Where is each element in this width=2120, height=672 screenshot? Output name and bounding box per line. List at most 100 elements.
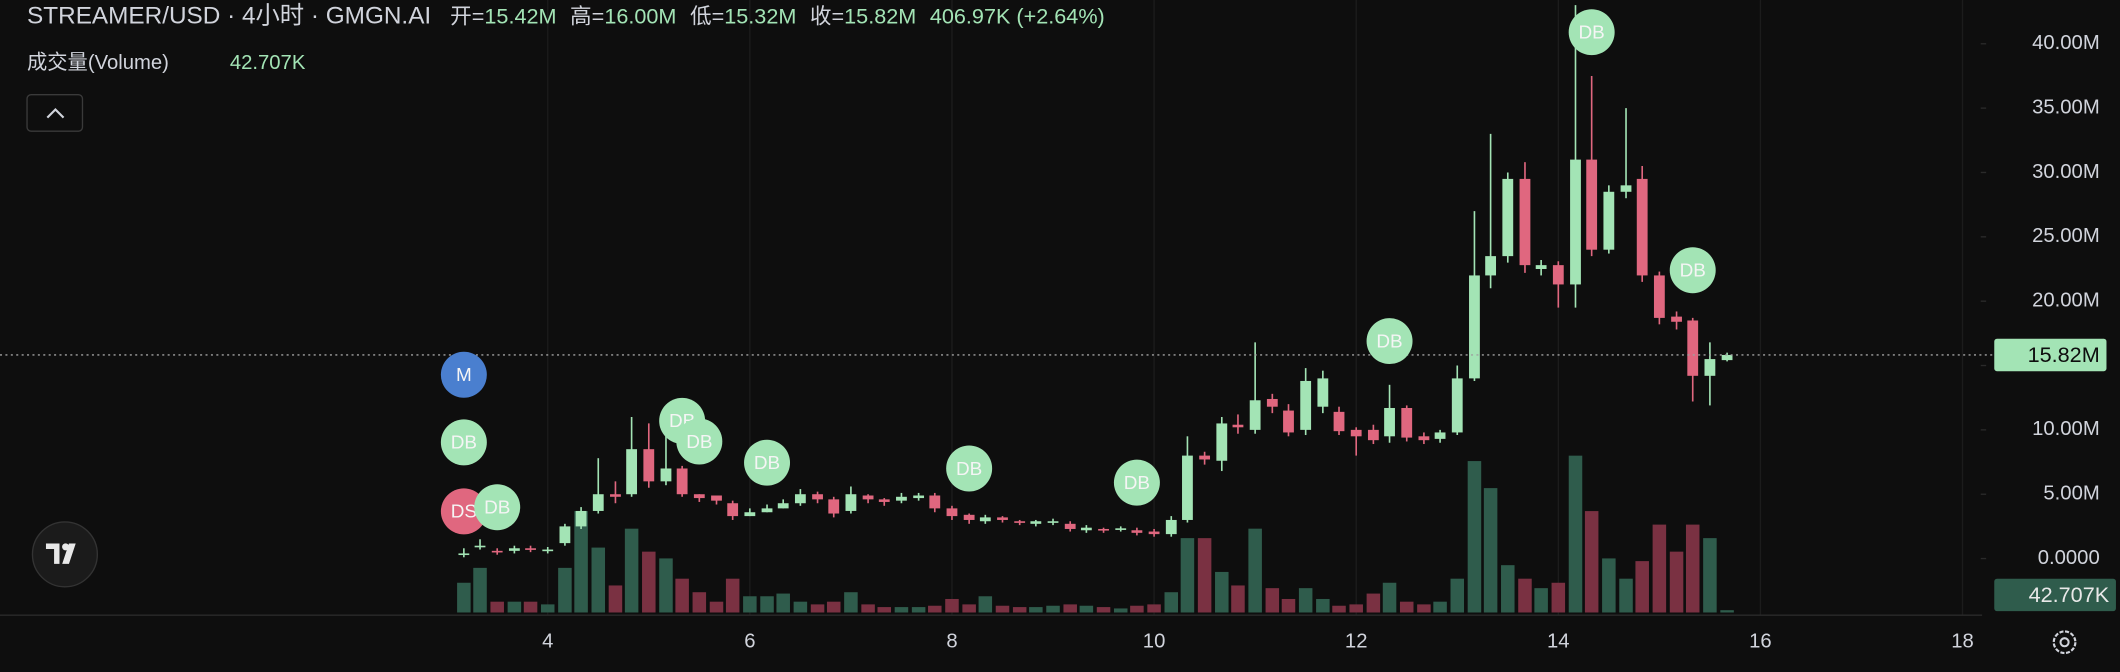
ohlc-label: 低= xyxy=(690,3,724,28)
marker-bubble xyxy=(1366,318,1413,365)
volume-bar xyxy=(1467,461,1482,613)
marker-label: DB xyxy=(754,453,780,474)
y-tick-label: 20.00M xyxy=(2032,290,2100,312)
volume-bar xyxy=(793,601,808,613)
chevron-icon[interactable] xyxy=(46,108,65,119)
candle-body xyxy=(508,548,520,551)
trade-marker[interactable]: DB xyxy=(1366,318,1413,365)
collapse-button-frame[interactable] xyxy=(26,93,84,132)
x-tick-label: 10 xyxy=(1143,631,1166,653)
volume-bar xyxy=(1215,571,1229,613)
trade-marker[interactable]: M xyxy=(440,351,487,398)
marker-bubble xyxy=(440,351,487,398)
volume-bar xyxy=(928,605,942,613)
marker-bubble xyxy=(1568,9,1615,56)
collapse-button[interactable] xyxy=(26,93,84,132)
trade-marker[interactable]: DB xyxy=(1669,247,1716,294)
trade-marker[interactable]: DS xyxy=(440,488,487,535)
volume-bar xyxy=(995,605,1010,613)
volume-bar xyxy=(1349,604,1363,613)
settings-button[interactable] xyxy=(2052,630,2077,655)
ohlc-value: 15.42M xyxy=(484,3,556,28)
candle-body xyxy=(458,553,470,556)
last-price-box xyxy=(1994,338,2107,372)
candle-body xyxy=(592,494,604,511)
trade-marker[interactable]: DB xyxy=(440,419,487,466)
tradingview-logo[interactable] xyxy=(31,521,99,588)
header: STREAMER/USD · 4小时 · GMGN.AI 开=15.42M 高=16… xyxy=(27,3,1105,30)
volume-bar xyxy=(1029,607,1043,613)
marker-label: DB xyxy=(1376,331,1402,352)
candle-body xyxy=(1704,359,1716,376)
candle-body xyxy=(711,495,722,501)
ohlc-label: 高= xyxy=(570,3,604,28)
volume-bar xyxy=(642,551,656,613)
candle-body xyxy=(1115,528,1127,530)
volume-bar xyxy=(1619,578,1633,613)
candle-body xyxy=(1232,424,1244,428)
ohlc-value: 16.00M xyxy=(604,3,676,28)
volume-bar xyxy=(1281,598,1296,613)
trade-marker[interactable]: DB xyxy=(474,484,521,531)
candle-body xyxy=(1721,354,1733,361)
trade-marker[interactable]: DB xyxy=(1113,459,1160,506)
volume-bar xyxy=(1265,588,1280,613)
candle-body xyxy=(878,499,890,502)
y-tick-label: 35.00M xyxy=(2032,96,2100,118)
marker-label: DB xyxy=(956,459,982,480)
volume-bar xyxy=(978,596,993,613)
trade-marker[interactable]: DB xyxy=(676,418,723,465)
candle-body xyxy=(845,494,857,511)
logo-dot[interactable] xyxy=(62,543,70,551)
volume-pane xyxy=(457,455,1734,613)
candle-body xyxy=(1535,265,1547,269)
candle-body xyxy=(1384,407,1395,437)
candle-body xyxy=(1300,380,1312,430)
trade-marker[interactable]: DB xyxy=(744,439,791,486)
candle-body xyxy=(559,526,571,544)
volume-bar xyxy=(861,604,875,613)
y-tick-label: 10.00M xyxy=(2032,418,2100,440)
y-tick-label: 40.00M xyxy=(2032,32,2100,54)
gear-outline[interactable] xyxy=(2052,630,2077,655)
volume-value: 42.707K xyxy=(230,52,306,74)
x-tick-label: 8 xyxy=(946,631,957,653)
volume-bar xyxy=(1147,604,1161,613)
volume-bar xyxy=(523,601,538,613)
x-tick-label: 14 xyxy=(1547,631,1570,653)
x-tick-label: 18 xyxy=(1951,631,1974,653)
volume-bar xyxy=(1534,588,1548,613)
candle-body xyxy=(1333,411,1345,432)
volume-bar xyxy=(507,601,522,613)
candle-body xyxy=(626,449,638,495)
volume-bar xyxy=(608,585,623,613)
logo-circle[interactable] xyxy=(31,521,99,588)
volume-bar xyxy=(1652,524,1667,613)
volume-bar xyxy=(1231,585,1245,613)
trade-marker[interactable]: DB xyxy=(1568,9,1615,56)
candle-body xyxy=(963,514,975,520)
candle-body xyxy=(1519,178,1531,266)
chart-title: STREAMER/USD · 4小时 · GMGN.AI xyxy=(27,3,431,30)
volume-bar xyxy=(1568,455,1583,613)
candle-body xyxy=(542,549,554,552)
candle-body xyxy=(1131,530,1143,533)
gear-center[interactable] xyxy=(2059,637,2070,648)
trade-marker[interactable]: DB xyxy=(946,445,993,492)
candle-body xyxy=(862,495,874,500)
volume-bar xyxy=(743,596,757,613)
volume-title: 成交量(Volume) xyxy=(27,51,169,74)
volume-bar xyxy=(1669,551,1684,613)
ohlc-label: 开= xyxy=(450,3,484,28)
marker-label: DB xyxy=(1579,23,1605,44)
candle-body xyxy=(777,503,789,509)
candle-body xyxy=(1098,528,1109,531)
volume-bar xyxy=(1450,578,1465,613)
volume-bar xyxy=(810,604,825,613)
candle-body xyxy=(1165,519,1177,535)
x-tick-label: 6 xyxy=(744,631,755,653)
candle-body xyxy=(660,468,672,482)
candle-body xyxy=(1080,527,1092,531)
candle-body xyxy=(1266,398,1278,407)
